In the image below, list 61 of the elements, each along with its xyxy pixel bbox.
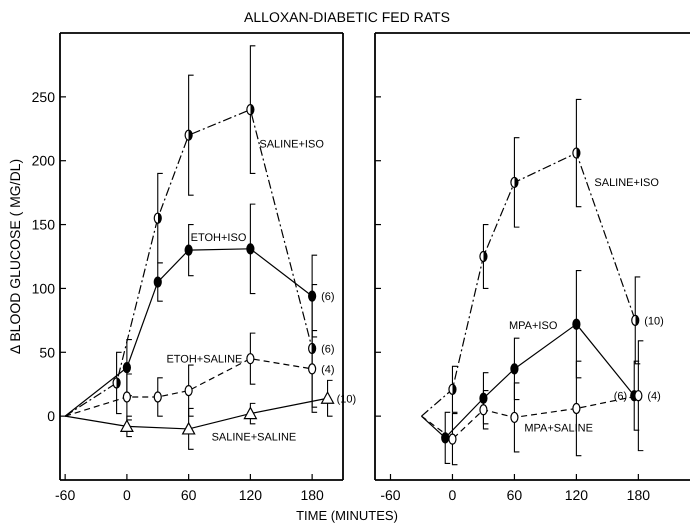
point xyxy=(572,147,580,159)
series-label: SALINE+ISO xyxy=(594,177,660,190)
point xyxy=(572,402,580,414)
point xyxy=(479,250,488,262)
x-tick-label: 60 xyxy=(506,487,522,503)
annotation: (10) xyxy=(644,315,664,328)
x-tick-label: 60 xyxy=(180,487,197,503)
x-tick-label: 180 xyxy=(626,487,650,503)
x-tick-label: 120 xyxy=(238,487,262,503)
annotation: (4) xyxy=(647,390,661,403)
x-tick-label: 0 xyxy=(122,487,131,503)
point xyxy=(244,406,257,420)
point xyxy=(510,363,519,374)
point xyxy=(448,384,457,395)
point xyxy=(112,377,121,389)
point xyxy=(572,318,580,330)
y-tick-label: 150 xyxy=(32,216,56,233)
x-axis-title: TIME (MINUTES) xyxy=(296,508,398,523)
point xyxy=(510,176,519,188)
point xyxy=(154,391,162,403)
point xyxy=(120,420,134,432)
annotation: (6) xyxy=(321,291,335,304)
point xyxy=(154,212,162,224)
x-tick-label: -60 xyxy=(380,487,401,503)
x-tick-label: 0 xyxy=(448,487,457,503)
point xyxy=(479,404,488,416)
point xyxy=(246,104,254,116)
series-label: ETOH+SALINE xyxy=(166,354,242,366)
point xyxy=(184,385,193,396)
point xyxy=(154,276,162,288)
point xyxy=(634,390,642,402)
annotation: (6) xyxy=(321,343,335,356)
y-tick-label: 200 xyxy=(32,152,56,169)
x-tick-label: 180 xyxy=(300,487,324,503)
series-label: SALINE+ISO xyxy=(259,138,324,151)
point xyxy=(122,362,131,374)
y-tick-label: 50 xyxy=(39,344,56,360)
point xyxy=(184,130,193,141)
series-label: ETOH+ISO xyxy=(190,232,247,244)
annotation: (4) xyxy=(321,364,335,376)
point xyxy=(182,422,196,435)
point xyxy=(320,392,334,404)
point xyxy=(122,391,131,403)
y-tick-label: 0 xyxy=(47,408,56,424)
point xyxy=(246,353,254,364)
y-tick-label: 250 xyxy=(32,88,56,105)
annotation: (6) xyxy=(614,390,628,403)
point xyxy=(308,363,316,374)
y-axis-title: Δ BLOOD GLUCOSE ( MG/DL) xyxy=(7,158,23,354)
point xyxy=(184,244,193,256)
x-tick-label: 120 xyxy=(564,487,588,503)
point xyxy=(448,434,457,445)
point xyxy=(246,243,254,254)
series-label: SALINE+SALINE xyxy=(212,431,296,444)
series-label: MPA+ISO xyxy=(508,320,558,332)
point xyxy=(510,412,519,424)
y-tick-label: 100 xyxy=(32,280,56,296)
point xyxy=(308,290,316,302)
chart-title: ALLOXAN-DIABETIC FED RATS xyxy=(244,9,450,25)
x-tick-label: -60 xyxy=(55,487,76,503)
point xyxy=(631,314,640,326)
